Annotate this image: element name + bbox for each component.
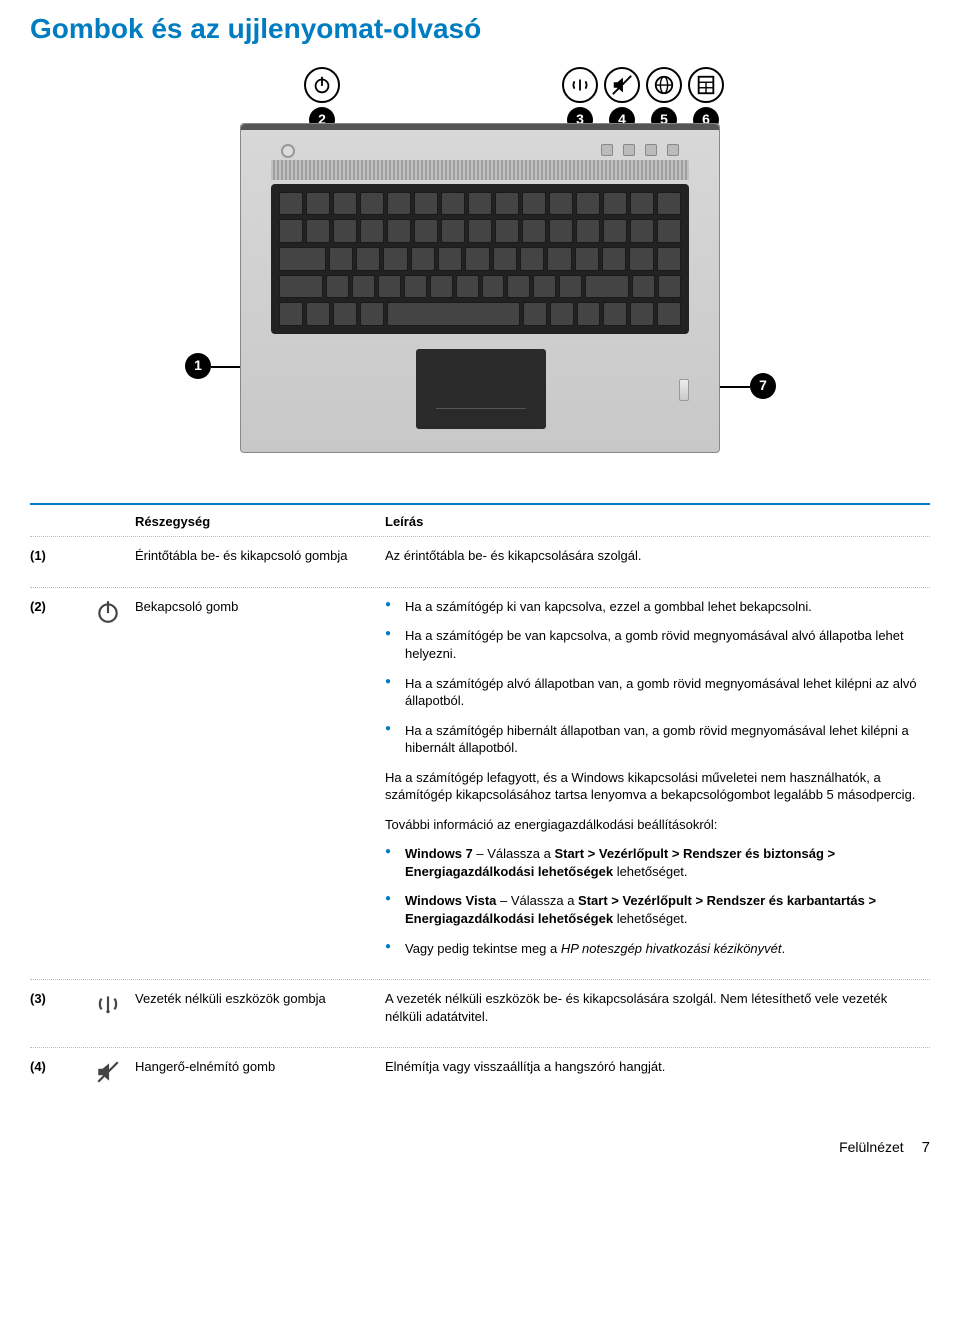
- bullet-item: Windows Vista – Válassza a Start > Vezér…: [385, 892, 920, 927]
- bullet-item: Ha a számítógép hibernált állapotban van…: [385, 722, 920, 757]
- component-name: Bekapcsoló gomb: [135, 598, 385, 969]
- description-bullets: Ha a számítógép ki van kapcsolva, ezzel …: [385, 598, 920, 757]
- laptop-power-button: [281, 144, 295, 158]
- callout-1: 1: [185, 353, 211, 379]
- page-footer: Felülnézet 7: [30, 1138, 930, 1158]
- wireless-icon: [562, 67, 598, 103]
- table-header-row: Részegység Leírás: [30, 505, 930, 538]
- description-text: Elnémítja vagy visszaállítja a hangszóró…: [385, 1058, 920, 1076]
- callout-7: 7: [750, 373, 776, 399]
- table-header-description: Leírás: [385, 513, 930, 531]
- description-text: Ha a számítógép lefagyott, és a Windows …: [385, 769, 920, 804]
- component-name: Hangerő-elnémító gomb: [135, 1058, 385, 1088]
- power-icon: [94, 598, 122, 626]
- web-icon: [646, 67, 682, 103]
- mute-icon: [94, 1058, 122, 1086]
- power-icon: [304, 67, 340, 103]
- footer-page-number: 7: [922, 1138, 930, 1158]
- calculator-icon: [688, 67, 724, 103]
- fingerprint-reader: [679, 379, 689, 401]
- laptop-body: [240, 123, 720, 453]
- row-index: (2): [30, 598, 80, 969]
- bullet-item: Ha a számítógép ki van kapcsolva, ezzel …: [385, 598, 920, 616]
- table-row: (2) Bekapcsoló gomb Ha a számítógép ki v…: [30, 588, 930, 980]
- trackpad: [416, 349, 546, 429]
- table-row: (1) Érintőtábla be- és kikapcsoló gombja…: [30, 537, 930, 588]
- table-row: (3) Vezeték nélküli eszközök gombja A ve…: [30, 980, 930, 1048]
- laptop-quick-buttons: [601, 144, 679, 156]
- wireless-icon: [94, 990, 122, 1018]
- diagram-container: 1 2 3 4 5 6 7: [30, 73, 930, 473]
- bullet-item: Ha a számítógép alvó állapotban van, a g…: [385, 675, 920, 710]
- bullet-item: Ha a számítógép be van kapcsolva, a gomb…: [385, 627, 920, 662]
- component-table: Részegység Leírás (1) Érintőtábla be- és…: [30, 503, 930, 1098]
- mute-icon: [604, 67, 640, 103]
- description-text: A vezeték nélküli eszközök be- és kikapc…: [385, 990, 920, 1025]
- keyboard: [271, 184, 689, 334]
- component-name: Vezeték nélküli eszközök gombja: [135, 990, 385, 1037]
- table-row: (4) Hangerő-elnémító gomb Elnémítja vagy…: [30, 1048, 930, 1098]
- description-text: További információ az energiagazdálkodás…: [385, 816, 920, 834]
- bullet-item: Windows 7 – Válassza a Start > Vezérlőpu…: [385, 845, 920, 880]
- component-name: Érintőtábla be- és kikapcsoló gombja: [135, 547, 385, 577]
- row-index: (3): [30, 990, 80, 1037]
- row-index: (4): [30, 1058, 80, 1088]
- description-sub-bullets: Windows 7 – Válassza a Start > Vezérlőpu…: [385, 845, 920, 957]
- bullet-item: Vagy pedig tekintse meg a HP noteszgép h…: [385, 940, 920, 958]
- table-header-component: Részegység: [135, 513, 385, 531]
- laptop-diagram: 1 2 3 4 5 6 7: [160, 73, 800, 473]
- page-title: Gombok és az ujjlenyomat-olvasó: [30, 10, 930, 48]
- footer-section: Felülnézet: [839, 1138, 904, 1157]
- speaker-grille: [271, 160, 689, 180]
- description-text: Az érintőtábla be- és kikapcsolására szo…: [385, 547, 920, 565]
- row-index: (1): [30, 547, 80, 577]
